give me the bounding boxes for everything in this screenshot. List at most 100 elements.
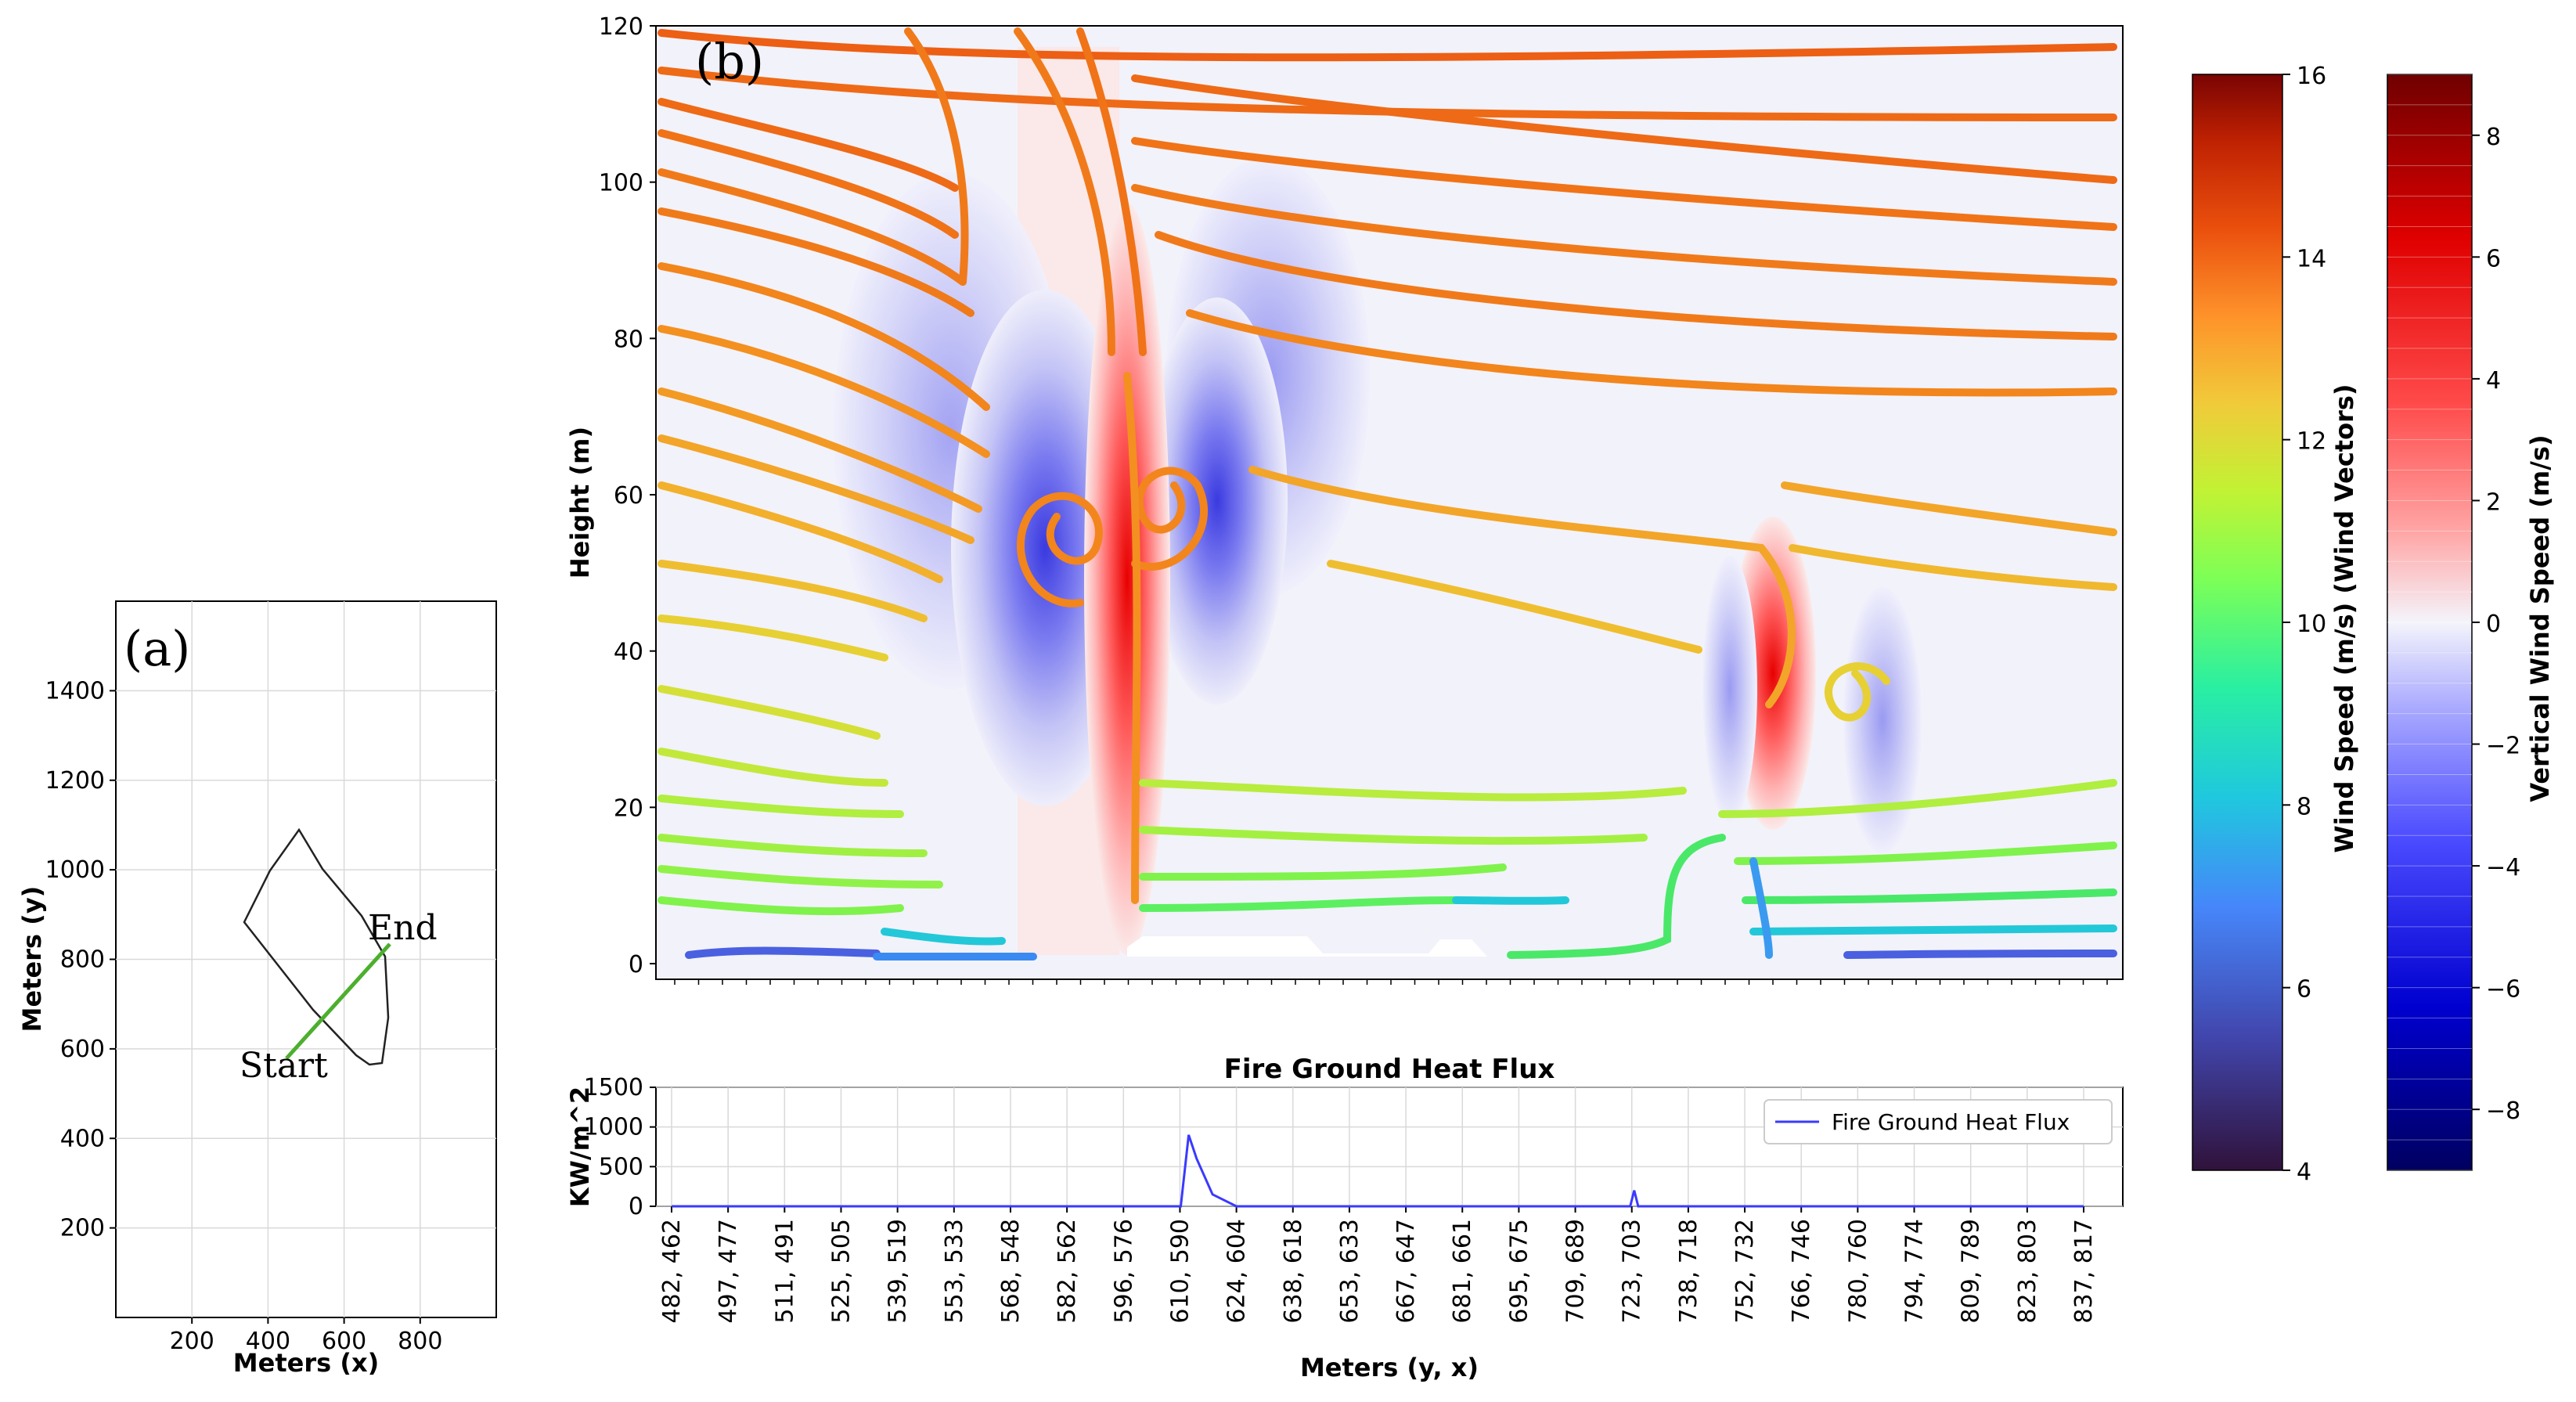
flux-x-tick-label: 511, 491: [771, 1219, 798, 1324]
flux-x-tick-label: 624, 604: [1223, 1219, 1251, 1324]
flux-x-tick-label: 610, 590: [1166, 1219, 1194, 1324]
flux-x-tick-label: 653, 633: [1336, 1219, 1364, 1324]
burn-perimeter: [243, 827, 390, 1066]
colorbar-vertical-label: Vertical Wind Speed (m/s): [2525, 434, 2555, 802]
flux-ylabel: KW/m^2: [565, 1087, 595, 1207]
colorbar-vertical-ticks: −8 −6 −4 −2 0 2 4 6 8: [2472, 124, 2520, 1125]
colorbar-wind-speed: 4 6 8 10 12 14 16 Wind Speed (m/s) (Wind Vecto…: [2192, 63, 2359, 1186]
colorbar-vertical-tick-label: 0: [2486, 611, 2501, 638]
panel-a-x-tick-label: 200: [170, 1328, 214, 1355]
panel-a-y-tick-label: 1400: [45, 677, 105, 705]
colorbar-vertical-tick-label: 6: [2486, 245, 2501, 272]
flux-series-line: [672, 1134, 2084, 1208]
panel-b-y-tick-label: 40: [614, 639, 643, 666]
flux-x-tick-label: 681, 661: [1449, 1219, 1476, 1324]
colorbar-vertical-wind: −8 −6 −4 −2 0 2 4 6 8 Vertical Wind Speed (m/s): [2387, 74, 2555, 1171]
colorbar-vertical-tick-label: −8: [2486, 1097, 2520, 1125]
flux-x-tick-label: 723, 703: [1619, 1219, 1646, 1324]
colorbar-wind-tick-label: 10: [2297, 611, 2326, 638]
flux-x-tick-label: 525, 505: [827, 1219, 855, 1324]
colorbar-vertical-tick-label: 8: [2486, 124, 2501, 151]
colorbar-wind-bar: [2192, 74, 2283, 1171]
colorbar-wind-ticks: 4 6 8 10 12 14 16: [2282, 63, 2326, 1186]
flux-x-ticks: 482, 462 497, 477 511, 491 525, 505 539, 519…: [658, 1206, 2098, 1324]
panel-a-grid: [116, 601, 496, 1317]
flux-x-tick-label: 539, 519: [884, 1219, 912, 1324]
flux-x-tick-label: 667, 647: [1392, 1219, 1420, 1324]
flux-x-tick-label: 837, 817: [2070, 1219, 2098, 1324]
panel-b-y-tick-label: 0: [629, 951, 643, 979]
flux-x-tick-label: 794, 774: [1901, 1219, 1929, 1324]
colorbar-vertical-tick-label: −6: [2486, 976, 2520, 1004]
flux-x-tick-label: 582, 562: [1054, 1219, 1081, 1324]
panel-a-x-ticks: 200 400 600 800: [170, 1317, 442, 1355]
panel-a-y-tick-label: 1000: [45, 856, 105, 884]
flux-title: Fire Ground Heat Flux: [1224, 1054, 1555, 1085]
panel-b-y-tick-label: 20: [614, 795, 643, 822]
colorbar-vertical-bands: [2387, 74, 2472, 1171]
flux-y-tick-label: 1500: [584, 1074, 643, 1101]
panel-a-x-tick-label: 400: [246, 1328, 290, 1355]
panel-b-y-tick-label: 80: [614, 326, 643, 353]
colorbar-wind-tick-label: 12: [2297, 428, 2326, 456]
flux-y-tick-label: 500: [599, 1153, 643, 1180]
flux-x-tick-label: 780, 760: [1844, 1219, 1872, 1324]
flux-y-tick-label: 0: [629, 1193, 643, 1220]
transect-line: [285, 942, 391, 1060]
flux-x-tick-label: 568, 548: [997, 1219, 1025, 1324]
flux-legend: Fire Ground Heat Flux: [1764, 1099, 2113, 1144]
colorbar-vertical-tick-label: 4: [2486, 367, 2501, 395]
flux-x-tick-label: 596, 576: [1110, 1219, 1137, 1324]
panel-b-y-tick-label: 120: [599, 13, 643, 41]
panel-b: 0 20 40 60 80 100 120 (b) Height (m): [565, 13, 2124, 985]
panel-b-x-minor-ticks: [674, 979, 2108, 985]
panel-a-label: (a): [124, 620, 190, 677]
panel-b-label: (b): [695, 33, 764, 90]
flux-legend-label: Fire Ground Heat Flux: [1832, 1109, 2070, 1135]
flux-x-tick-label: 709, 689: [1562, 1219, 1590, 1324]
flux-x-tick-label: 553, 533: [941, 1219, 968, 1324]
flux-panel: 0 500 1000 1500 482, 462 497, 477 511, 491 525…: [565, 1054, 2124, 1382]
panel-a-y-ticks: 200 400 600 800 1000 1200 1400: [45, 677, 116, 1242]
flux-x-tick-label: 638, 618: [1280, 1219, 1307, 1324]
flux-xlabel: Meters (y, x): [1300, 1353, 1479, 1382]
flux-x-tick-label: 482, 462: [658, 1219, 686, 1324]
panel-a-ylabel: Meters (y): [17, 886, 47, 1033]
flux-x-tick-label: 738, 718: [1675, 1219, 1702, 1324]
colorbar-vertical-bar: [2387, 74, 2473, 1171]
flux-y-ticks: 0 500 1000 1500: [584, 1074, 656, 1220]
flux-x-tick-label: 766, 746: [1788, 1219, 1815, 1324]
flux-x-tick-label: 809, 789: [1958, 1219, 1985, 1324]
end-label: End: [368, 908, 438, 948]
colorbar-wind-tick-label: 8: [2297, 793, 2311, 820]
streamlines: [658, 27, 2117, 961]
flux-x-tick-label: 823, 803: [2014, 1219, 2041, 1324]
flux-x-tick-label: 695, 675: [1505, 1219, 1533, 1324]
panel-a-y-tick-label: 400: [60, 1125, 105, 1152]
flux-x-tick-label: 497, 477: [715, 1219, 742, 1324]
panel-a-xlabel: Meters (x): [233, 1348, 379, 1378]
colorbar-wind-tick-label: 4: [2297, 1159, 2311, 1186]
panel-b-y-tick-label: 100: [599, 170, 643, 197]
colorbar-vertical-tick-label: −2: [2486, 733, 2520, 760]
colorbar-wind-tick-label: 14: [2297, 245, 2326, 272]
panel-a-x-tick-label: 600: [322, 1328, 366, 1355]
panel-b-y-ticks: 0 20 40 60 80 100 120: [599, 13, 656, 979]
panel-a: 200 400 600 800 200 400 600 800 1000 1200 1400 (a…: [17, 600, 497, 1378]
colorbar-wind-tick-label: 16: [2297, 63, 2326, 90]
flux-x-tick-label: 752, 732: [1731, 1219, 1759, 1324]
colorbar-vertical-tick-label: −4: [2486, 854, 2520, 881]
flux-y-tick-label: 1000: [584, 1114, 643, 1141]
panel-a-y-tick-label: 600: [60, 1036, 105, 1063]
panel-a-y-tick-label: 200: [60, 1215, 105, 1242]
panel-a-x-tick-label: 800: [398, 1328, 442, 1355]
colorbar-wind-label: Wind Speed (m/s) (Wind Vectors): [2329, 384, 2359, 852]
panel-b-ylabel: Height (m): [565, 427, 595, 578]
panel-a-y-tick-label: 1200: [45, 767, 105, 795]
colorbar-vertical-tick-label: 2: [2486, 488, 2501, 516]
colorbar-wind-tick-label: 6: [2297, 976, 2311, 1004]
start-label: Start: [240, 1046, 328, 1086]
panel-b-y-tick-label: 60: [614, 482, 643, 510]
panel-b-frame: [655, 25, 2124, 980]
